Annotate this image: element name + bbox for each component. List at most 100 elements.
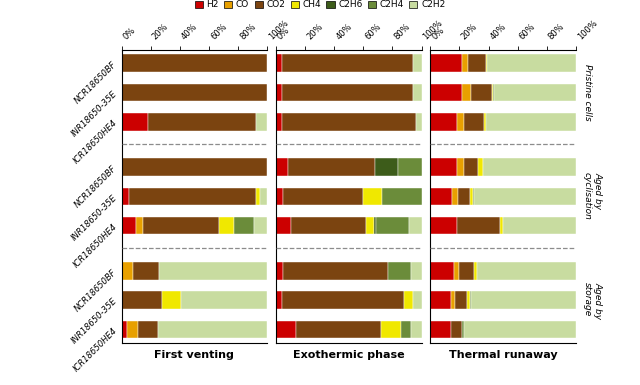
Text: Aged by
cyclisation: Aged by cyclisation <box>583 172 602 220</box>
X-axis label: First venting: First venting <box>154 350 234 360</box>
Bar <box>451 321 462 338</box>
Bar <box>276 321 296 338</box>
Bar <box>464 113 484 131</box>
Bar <box>374 217 376 234</box>
Bar <box>413 291 422 309</box>
Bar <box>500 217 503 234</box>
Bar <box>181 291 268 309</box>
Bar <box>454 262 460 280</box>
Bar <box>430 262 454 280</box>
Bar <box>464 321 576 338</box>
X-axis label: Thermal runaway: Thermal runaway <box>449 350 557 360</box>
Bar <box>413 54 422 72</box>
Bar <box>456 113 464 131</box>
Bar <box>483 158 576 176</box>
Bar <box>276 84 282 101</box>
Bar <box>122 217 136 234</box>
Bar <box>416 113 422 131</box>
Bar <box>430 84 462 101</box>
Bar <box>276 217 291 234</box>
Bar <box>159 262 268 280</box>
Bar <box>471 84 492 101</box>
Bar <box>464 158 479 176</box>
Bar <box>451 291 455 309</box>
Bar <box>468 54 486 72</box>
Bar <box>460 262 474 280</box>
Bar <box>467 291 470 309</box>
Bar <box>158 321 268 338</box>
Bar <box>291 217 366 234</box>
Bar <box>430 158 456 176</box>
Bar <box>492 84 493 101</box>
Bar <box>456 217 500 234</box>
Bar <box>470 187 472 205</box>
Bar <box>282 291 404 309</box>
Bar <box>503 217 576 234</box>
Bar <box>122 291 163 309</box>
Bar <box>471 291 576 309</box>
Bar <box>462 54 468 72</box>
Bar <box>254 217 268 234</box>
Bar <box>486 54 487 72</box>
Bar <box>486 113 576 131</box>
Bar <box>296 321 381 338</box>
Bar <box>388 262 412 280</box>
Bar <box>276 113 282 131</box>
Bar <box>462 84 471 101</box>
Bar <box>487 54 576 72</box>
Text: Aged by
storage: Aged by storage <box>583 282 602 319</box>
Bar <box>458 187 470 205</box>
Bar <box>122 113 148 131</box>
Bar <box>122 54 268 72</box>
Bar <box>401 321 412 338</box>
Bar <box>479 158 483 176</box>
Text: Pristine cells: Pristine cells <box>583 64 592 121</box>
Bar <box>129 187 255 205</box>
Bar <box>430 113 456 131</box>
Bar <box>133 262 159 280</box>
Bar <box>404 291 413 309</box>
Bar <box>456 158 464 176</box>
Bar <box>276 187 284 205</box>
Bar <box>430 291 451 309</box>
Bar <box>122 158 268 176</box>
Bar <box>376 217 408 234</box>
Bar <box>122 84 268 101</box>
Bar <box>234 217 254 234</box>
Bar <box>493 84 495 101</box>
Bar <box>366 217 374 234</box>
Bar <box>452 187 458 205</box>
Bar <box>219 217 234 234</box>
Bar <box>284 262 388 280</box>
Bar <box>122 187 129 205</box>
Bar <box>398 158 422 176</box>
Bar <box>255 187 260 205</box>
Bar <box>472 187 474 205</box>
Bar <box>282 54 413 72</box>
Bar <box>276 54 282 72</box>
Bar <box>163 291 181 309</box>
Bar <box>474 262 477 280</box>
Bar <box>282 84 413 101</box>
Bar <box>382 187 422 205</box>
Bar <box>148 113 255 131</box>
Bar <box>122 262 133 280</box>
Bar <box>408 217 422 234</box>
Bar <box>430 187 452 205</box>
Bar <box>495 84 576 101</box>
Legend: H2, CO, CO2, CH4, C2H6, C2H4, C2H2: H2, CO, CO2, CH4, C2H6, C2H4, C2H2 <box>191 0 449 13</box>
Bar <box>282 113 416 131</box>
Bar <box>276 291 282 309</box>
Bar <box>412 321 422 338</box>
Bar <box>412 262 422 280</box>
Bar <box>287 158 375 176</box>
Bar <box>255 113 268 131</box>
Bar <box>136 217 143 234</box>
Bar <box>284 187 364 205</box>
Bar <box>381 321 401 338</box>
Bar <box>430 217 456 234</box>
Bar <box>484 113 486 131</box>
Bar <box>143 217 219 234</box>
Bar <box>122 321 127 338</box>
Bar <box>375 158 398 176</box>
